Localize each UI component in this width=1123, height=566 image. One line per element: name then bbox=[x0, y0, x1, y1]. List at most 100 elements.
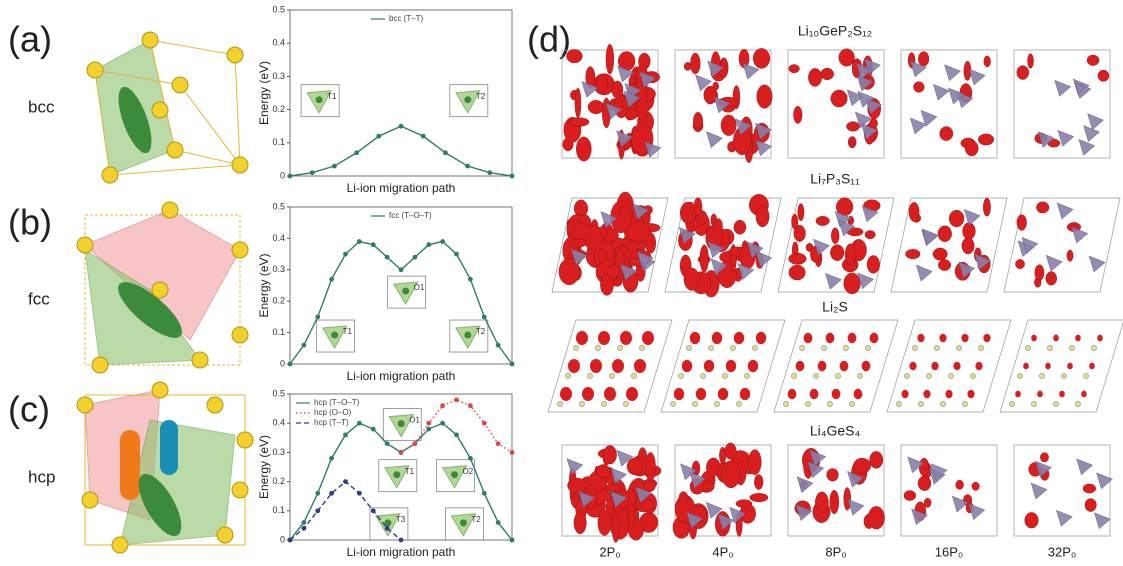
li-density bbox=[606, 44, 614, 74]
data-point bbox=[357, 239, 362, 244]
li-density bbox=[712, 332, 722, 344]
data-point bbox=[426, 242, 431, 247]
y-tick-label: 0.4 bbox=[272, 418, 285, 428]
li-density bbox=[588, 100, 604, 114]
sulfur-site bbox=[913, 346, 918, 351]
structure-cell bbox=[548, 320, 672, 412]
data-point bbox=[329, 456, 334, 461]
li-density bbox=[612, 359, 624, 373]
li-density bbox=[757, 85, 772, 108]
sulfur-site bbox=[1076, 402, 1081, 407]
li-density bbox=[1085, 498, 1096, 511]
li-density bbox=[961, 334, 968, 343]
figure: (a) (b) (c) bcc fcc hcp (d) 00.10.20.30.… bbox=[0, 0, 1123, 566]
li-density bbox=[867, 255, 880, 273]
structure-cell bbox=[1014, 445, 1113, 536]
panel-label: (b) bbox=[8, 202, 52, 243]
sulfur-site bbox=[905, 374, 910, 379]
fcc-structure bbox=[77, 202, 248, 373]
inset-ion bbox=[316, 96, 323, 103]
legend-label: hcp (T–O–T) bbox=[314, 398, 360, 407]
data-point bbox=[288, 174, 293, 179]
y-tick-label: 0.1 bbox=[272, 505, 285, 515]
structure-cell bbox=[891, 198, 1007, 292]
data-point bbox=[454, 397, 459, 402]
li-density bbox=[1015, 391, 1021, 398]
li-density bbox=[1023, 363, 1029, 370]
li-density bbox=[607, 265, 620, 278]
li-density bbox=[1083, 484, 1096, 493]
data-point bbox=[510, 450, 515, 455]
tetrahedron bbox=[1031, 483, 1047, 499]
data-point bbox=[371, 508, 376, 513]
data-point bbox=[301, 343, 306, 348]
li-density bbox=[938, 226, 952, 242]
tetrahedron bbox=[969, 69, 985, 85]
li-density bbox=[831, 228, 839, 244]
sulfur-site bbox=[800, 346, 805, 351]
li-density bbox=[1097, 335, 1103, 342]
li-density bbox=[796, 361, 805, 371]
li-density bbox=[965, 141, 978, 156]
y-tick-label: 0.3 bbox=[272, 71, 285, 81]
sulfur-site bbox=[1092, 346, 1097, 351]
y-tick-label: 0.3 bbox=[272, 264, 285, 274]
li-density bbox=[1036, 202, 1049, 213]
y-tick-label: 0.2 bbox=[272, 104, 285, 114]
sulfur-site bbox=[679, 374, 684, 379]
data-point bbox=[510, 538, 515, 543]
data-point bbox=[412, 255, 417, 260]
column-label: 8P₀ bbox=[825, 544, 846, 559]
inset-label: O1 bbox=[409, 416, 420, 425]
hcp-structure bbox=[77, 382, 253, 553]
sulfur-site bbox=[822, 346, 827, 351]
li-density bbox=[721, 115, 736, 136]
li-density bbox=[983, 198, 990, 216]
sulfur-site bbox=[814, 374, 819, 379]
data-point bbox=[454, 432, 459, 437]
sulfur-site bbox=[897, 402, 902, 407]
tetrahedron bbox=[1088, 114, 1104, 130]
sulfur-site bbox=[596, 346, 601, 351]
li-density bbox=[962, 238, 974, 254]
sulfur-site bbox=[574, 346, 579, 351]
li-density bbox=[627, 458, 642, 475]
sulfur-site bbox=[715, 402, 720, 407]
structure-cell bbox=[1000, 320, 1123, 412]
data-point bbox=[332, 164, 337, 169]
li-density bbox=[1025, 512, 1039, 528]
data-point bbox=[371, 427, 376, 432]
sulfur-site bbox=[979, 346, 984, 351]
data-point bbox=[288, 362, 293, 367]
y-tick-label: 0.5 bbox=[272, 201, 285, 211]
li-density bbox=[590, 359, 602, 373]
li-density bbox=[848, 136, 856, 147]
data-point bbox=[301, 526, 306, 531]
data-point bbox=[482, 491, 487, 496]
row-title: Li₁₀GeP₂S₁₂ bbox=[798, 23, 872, 39]
li-density bbox=[870, 118, 878, 128]
tetrahedron bbox=[916, 265, 932, 281]
li-density bbox=[853, 458, 871, 473]
li-density bbox=[568, 478, 586, 493]
data-point bbox=[468, 403, 473, 408]
sulfur-site bbox=[580, 402, 585, 407]
tetrahedron bbox=[1057, 203, 1073, 219]
column-label: 16P₀ bbox=[935, 544, 964, 559]
cell-outline bbox=[1000, 320, 1123, 412]
li-density bbox=[599, 248, 606, 263]
structure-cell bbox=[665, 194, 781, 297]
data-point bbox=[301, 520, 306, 525]
inset-label: T1 bbox=[405, 467, 415, 476]
inset-label: T1 bbox=[343, 327, 353, 336]
y-tick-label: 0 bbox=[280, 358, 285, 368]
li-density bbox=[975, 362, 982, 371]
li-density bbox=[603, 445, 616, 464]
sulfur-site bbox=[1040, 374, 1045, 379]
sulfur-site bbox=[941, 402, 946, 407]
li-density bbox=[826, 333, 835, 343]
sulfur-site bbox=[687, 346, 692, 351]
li-density bbox=[1059, 391, 1065, 398]
li-density bbox=[804, 333, 813, 343]
li-density bbox=[845, 244, 856, 266]
